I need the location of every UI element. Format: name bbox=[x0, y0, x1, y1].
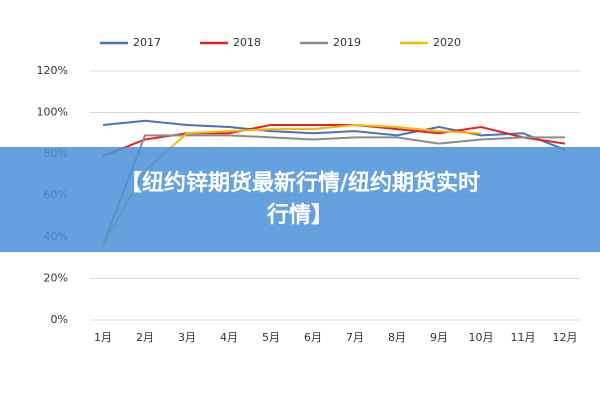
x-tick-label: 1月 bbox=[94, 331, 112, 344]
x-tick-label: 12月 bbox=[553, 331, 578, 344]
legend-label: 2020 bbox=[433, 36, 461, 49]
series-line bbox=[102, 134, 565, 246]
x-tick-label: 5月 bbox=[262, 331, 280, 344]
y-tick-label: 20% bbox=[44, 272, 68, 285]
x-tick-label: 7月 bbox=[346, 331, 364, 344]
banner: 【纽约锌期货最新行情/纽约期货实时行情】 bbox=[0, 147, 600, 252]
x-tick-label: 4月 bbox=[220, 331, 238, 344]
x-tick-label: 11月 bbox=[511, 331, 536, 344]
x-tick-label: 9月 bbox=[430, 331, 448, 344]
y-tick-label: 120% bbox=[37, 64, 68, 77]
x-tick-label: 8月 bbox=[388, 331, 406, 344]
x-tick-label: 6月 bbox=[304, 331, 322, 344]
series-line bbox=[102, 119, 566, 151]
legend-label: 2017 bbox=[133, 36, 161, 49]
x-tick-label: 10月 bbox=[469, 331, 494, 344]
banner-text: 【纽约锌期货最新行情/纽约期货实时行情】 bbox=[119, 170, 481, 228]
legend-label: 2019 bbox=[333, 36, 361, 49]
x-tick-label: 3月 bbox=[178, 331, 196, 344]
x-tick-label: 2月 bbox=[136, 331, 154, 344]
legend-label: 2018 bbox=[233, 36, 261, 49]
y-tick-label: 100% bbox=[37, 106, 68, 119]
y-tick-label: 0% bbox=[51, 313, 68, 326]
series-line bbox=[102, 123, 566, 158]
